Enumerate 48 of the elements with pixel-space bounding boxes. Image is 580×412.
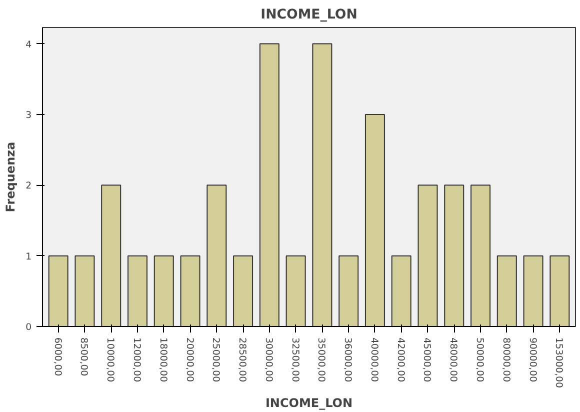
bar — [391, 255, 412, 326]
bar — [312, 43, 332, 326]
x-tick-label: 25000,00 — [210, 338, 222, 382]
y-axis-title: Frequenza — [4, 142, 18, 212]
bar — [523, 255, 544, 326]
bar — [259, 43, 280, 326]
x-tick-label: 32500,00 — [289, 338, 300, 382]
x-tick-label: 80000,00 — [500, 338, 512, 382]
x-tick-label: 50000,00 — [474, 338, 486, 382]
bar — [418, 184, 438, 326]
x-tick-label: 48000,00 — [448, 338, 459, 382]
x-tick-label: 12000,00 — [130, 338, 142, 382]
x-tick-label: 10000,00 — [104, 338, 116, 382]
x-tick-label: 8500,00 — [78, 338, 90, 376]
x-tick-label: 6000,00 — [52, 338, 63, 376]
bar — [48, 255, 68, 326]
x-tick-label: 20000,00 — [184, 338, 195, 382]
bar — [338, 255, 359, 326]
y-tick-label: 4 — [26, 39, 32, 50]
x-tick-label: 30000,00 — [262, 338, 274, 382]
x-tick-label: 35000,00 — [316, 338, 327, 382]
y-tick-label: 2 — [26, 180, 32, 192]
bar — [496, 255, 517, 326]
bar — [74, 255, 95, 326]
bar — [364, 114, 385, 326]
x-tick-label: 18000,00 — [157, 338, 168, 382]
bar — [286, 255, 306, 326]
bar — [233, 255, 254, 326]
y-tick-label: 0 — [26, 322, 32, 333]
x-axis-title: INCOME_LON — [265, 396, 353, 410]
x-tick-label: 42000,00 — [394, 338, 406, 382]
bar — [470, 184, 491, 326]
x-tick-label: 45000,00 — [421, 338, 432, 382]
y-tick-label: 1 — [26, 251, 32, 262]
bar — [101, 184, 122, 326]
x-tick-label: 28500,00 — [236, 338, 248, 382]
x-tick-label: 40000,00 — [368, 338, 380, 382]
bar — [550, 255, 570, 326]
bar — [180, 255, 200, 326]
bar — [127, 255, 148, 326]
x-tick-label: 153000,00 — [553, 338, 564, 388]
bar — [154, 255, 174, 326]
x-tick-label: 90000,00 — [526, 338, 538, 382]
x-tick-label: 36000,00 — [342, 338, 354, 382]
chart-title: INCOME_LON — [260, 8, 358, 22]
bar — [206, 184, 227, 326]
y-tick-label: 3 — [26, 110, 32, 121]
bar — [444, 184, 464, 326]
